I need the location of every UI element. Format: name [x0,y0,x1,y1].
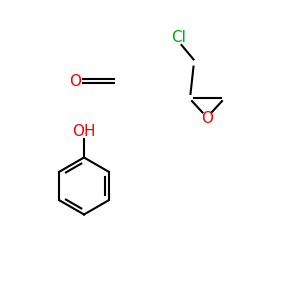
Text: OH: OH [72,124,96,140]
Text: O: O [69,74,81,88]
Text: Cl: Cl [171,30,186,45]
Text: O: O [201,111,213,126]
